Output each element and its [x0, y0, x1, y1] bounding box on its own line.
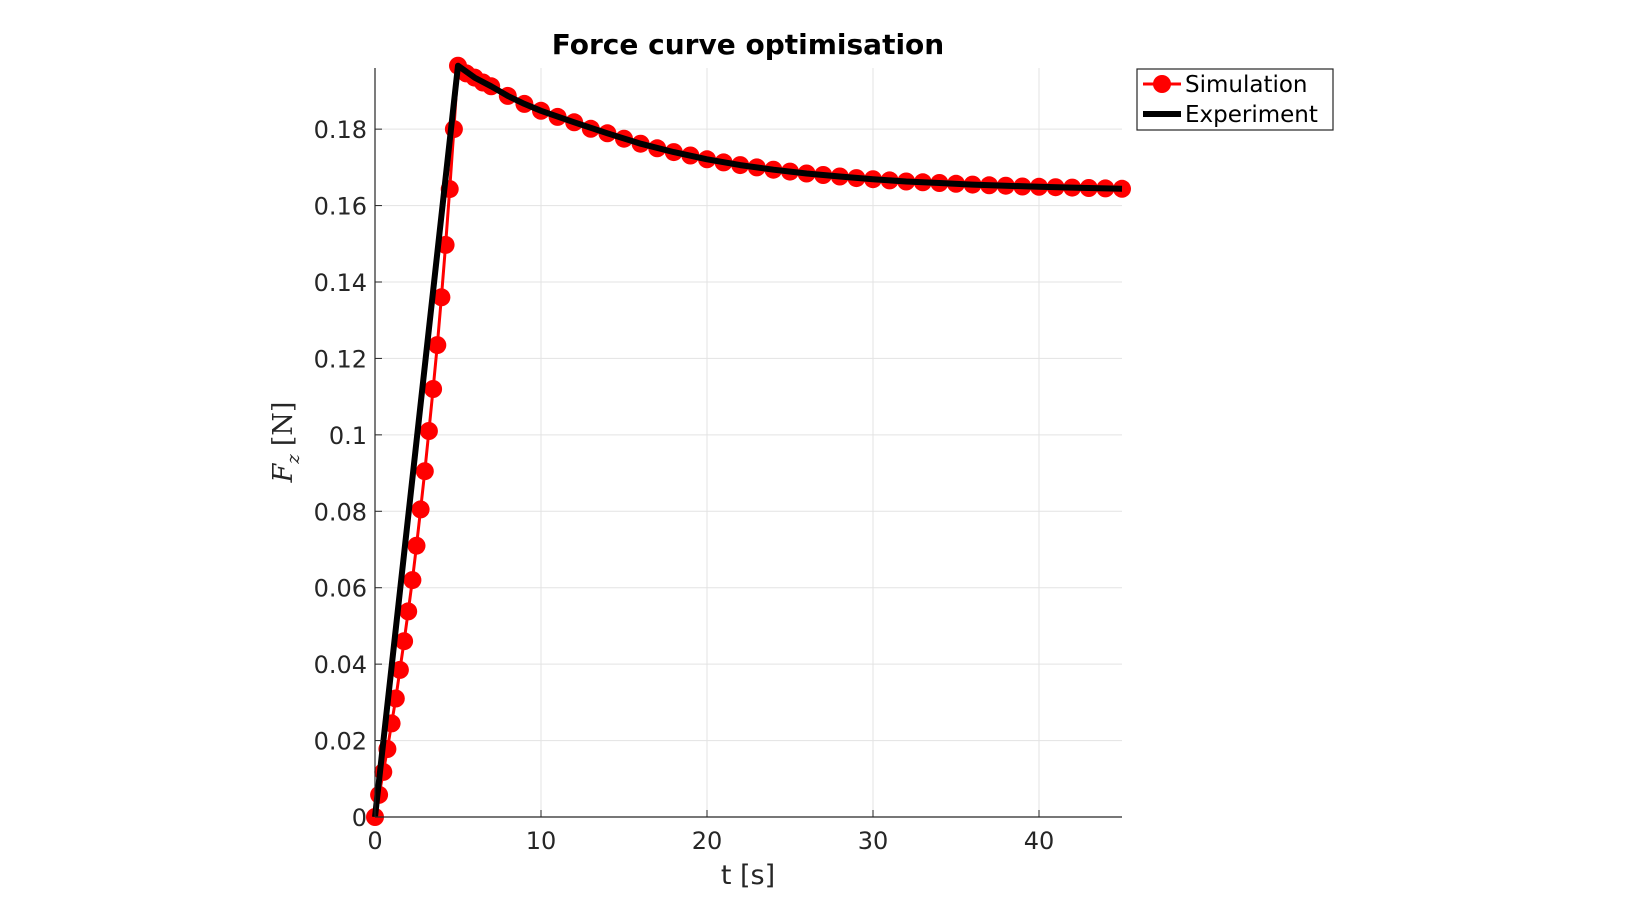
series-layer: [366, 56, 1131, 826]
simulation-point: [415, 462, 434, 481]
simulation-point: [395, 632, 414, 651]
y-tick-label: 0.04: [314, 651, 367, 679]
legend-experiment-label: Experiment: [1185, 102, 1318, 128]
simulation-point: [403, 571, 422, 590]
y-tick-label: 0.02: [314, 728, 367, 756]
legend-box: [1136, 68, 1334, 131]
simulation-point: [428, 336, 447, 355]
simulation-point: [419, 422, 438, 440]
chart-title: Force curve optimisation: [552, 28, 944, 61]
simulation-point: [432, 288, 451, 307]
y-tick-label: 0.06: [314, 575, 367, 603]
y-axis-label-main: F: [268, 462, 299, 483]
y-tick-label: 0.16: [314, 193, 367, 221]
legend-simulation-label: Simulation: [1185, 72, 1308, 98]
x-tick-label: 10: [526, 827, 557, 855]
y-tick-label: 0.12: [314, 345, 367, 373]
y-tick-label: 0.08: [314, 498, 367, 526]
x-axis-label: t [s]: [721, 860, 775, 891]
simulation-point: [411, 500, 430, 519]
y-tick-label: 0.18: [314, 116, 367, 144]
simulation-point: [424, 380, 443, 398]
y-tick-label: 0.1: [329, 422, 367, 450]
ticks: 0 10 20 30 40 0 0.02 0.04 0.06 0.08 0.1 0.12 0.14 0.1…: [314, 116, 1055, 855]
y-tick-label: 0.14: [314, 269, 367, 297]
experiment-line: [372, 62, 1123, 818]
simulation-point: [390, 660, 409, 679]
legend: Simulation Experiment: [1136, 68, 1334, 131]
x-tick-label: 30: [858, 827, 889, 855]
x-tick-label: 20: [692, 827, 723, 855]
x-tick-label: 0: [367, 827, 382, 855]
svg-text:Fz[N]: Fz [N]: [268, 402, 304, 484]
y-axis-label-unit: [N]: [268, 402, 299, 447]
simulation-point: [407, 536, 426, 555]
x-tick-label: 40: [1024, 827, 1055, 855]
axes: [374, 68, 1122, 818]
y-axis-label-sub: z: [283, 454, 304, 465]
grid: [375, 68, 1122, 817]
legend-simulation-marker: [1153, 75, 1171, 93]
y-axis-label: Fz [N]: [268, 402, 304, 484]
simulation-point: [399, 602, 418, 621]
y-tick-label: 0: [352, 804, 367, 832]
